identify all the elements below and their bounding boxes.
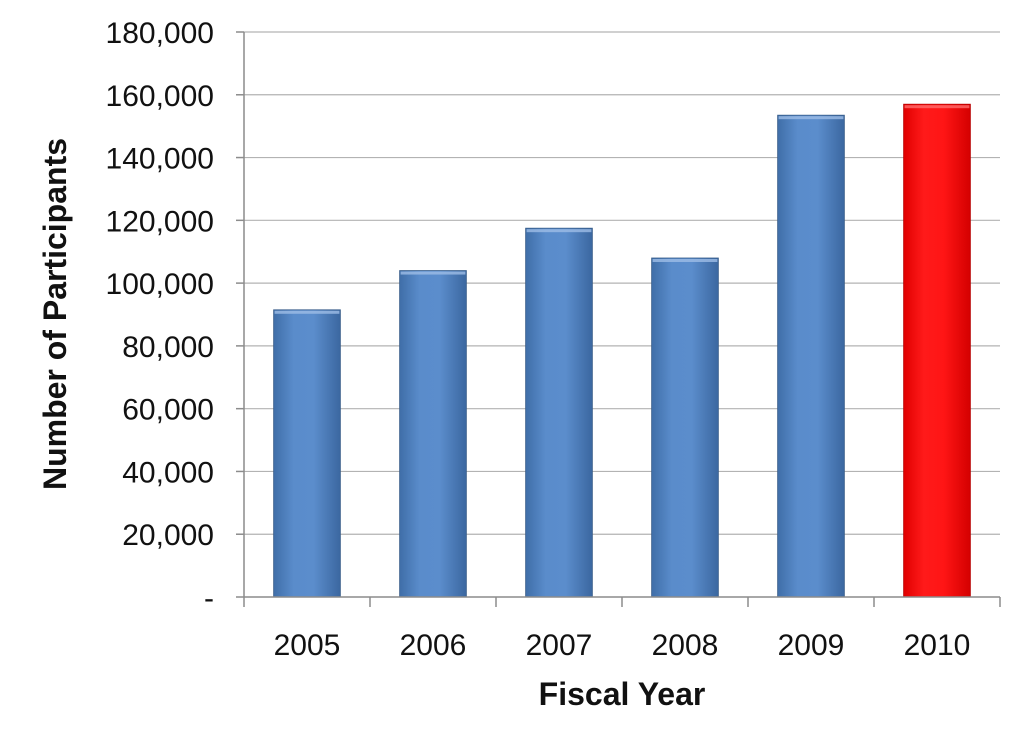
bar-2009	[777, 114, 845, 598]
y-tick-label: 180,000	[106, 17, 214, 50]
y-tick-label: 40,000	[122, 456, 214, 489]
bar-top-highlight	[274, 310, 340, 314]
bar-top-highlight	[778, 116, 844, 120]
y-tick-label: 100,000	[106, 268, 214, 301]
bar-2008	[651, 257, 719, 598]
bar-top-highlight	[526, 229, 592, 233]
bars	[273, 103, 971, 598]
y-tick-label: 140,000	[106, 143, 214, 176]
bar-2006	[399, 270, 467, 598]
y-tick-label: -	[204, 582, 214, 615]
y-tick-label: 80,000	[122, 331, 214, 364]
y-tick-label: 160,000	[106, 80, 214, 113]
y-axis-title: Number of Participants	[37, 138, 73, 490]
bar-top-highlight	[904, 105, 970, 109]
bar-top-highlight	[652, 259, 718, 262]
y-tick-label: 20,000	[122, 519, 214, 552]
x-tick-label: 2010	[904, 629, 971, 662]
x-tick-label: 2007	[526, 629, 593, 662]
bar-2007	[525, 227, 593, 598]
x-tick-label: 2005	[274, 629, 341, 662]
y-tick-label: 60,000	[122, 394, 214, 427]
bar-2005	[273, 309, 341, 598]
bar-top-highlight	[400, 271, 466, 275]
y-tick-labels: - 20,000 40,000 60,000 80,000 100,000 120,000 1…	[106, 17, 214, 615]
x-tick-label: 2009	[778, 629, 845, 662]
axes	[236, 31, 1001, 607]
x-axis-title: Fiscal Year	[539, 676, 706, 712]
x-tick-label: 2008	[652, 629, 719, 662]
x-tick-label: 2006	[400, 629, 467, 662]
bar-2010	[903, 103, 971, 598]
y-tick-label: 120,000	[106, 205, 214, 238]
x-tick-labels: 2005 2006 2007 2008 2009 2010	[274, 629, 971, 662]
gridlines	[244, 31, 1000, 535]
